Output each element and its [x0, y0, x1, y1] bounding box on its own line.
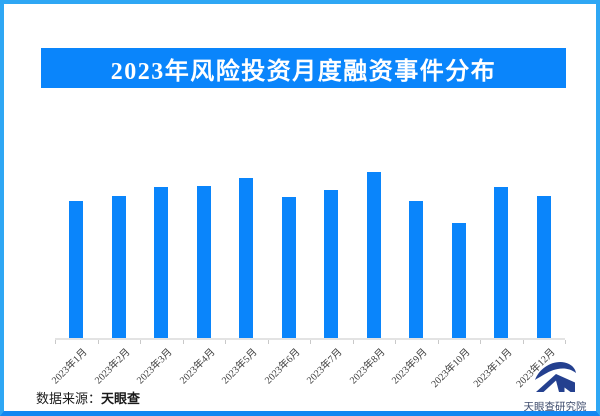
publisher-name: 天眼查研究院: [523, 402, 587, 413]
bar-2023年9月: [409, 200, 424, 338]
title-banner: 2023年风险投资月度融资事件分布: [41, 48, 566, 88]
x-axis-tick: [352, 339, 354, 344]
x-axis-tick: [140, 339, 141, 344]
x-axis-tick: [437, 339, 439, 344]
publisher-logo-block: 天眼查研究院: [516, 361, 594, 413]
chart-title: 2023年风险投资月度融资事件分布: [110, 58, 497, 85]
bar-chart: 2023年1月 2023年2月 2023年3月 2023年4月 2023年5月 2023年…: [4, 4, 596, 411]
data-source-label: 数据来源：: [36, 391, 102, 406]
bar-2023年6月: [281, 196, 296, 338]
x-axis-tick: [310, 339, 311, 344]
bar-2023年12月: [536, 195, 551, 338]
bar-2023年2月: [111, 195, 126, 338]
x-axis-tick: [225, 339, 226, 344]
data-source-name: 天眼查: [101, 391, 141, 406]
x-axis-tick: [522, 339, 524, 344]
bar-2023年4月: [196, 185, 211, 338]
x-axis-tick: [267, 339, 269, 344]
x-axis-tick: [55, 339, 56, 344]
tianyancha-logo-icon: [535, 361, 576, 392]
x-axis-tick: [395, 339, 396, 344]
data-source: 数据来源：天眼查: [36, 388, 140, 407]
bar-2023年8月: [366, 171, 381, 338]
x-axis-tick: [182, 339, 184, 344]
x-axis-line: [55, 337, 565, 340]
bar-2023年10月: [451, 222, 466, 338]
bar-2023年1月: [69, 200, 84, 338]
x-axis-tick: [97, 339, 99, 344]
bar-2023年3月: [154, 186, 169, 338]
bar-2023年7月: [324, 189, 339, 338]
x-axis-tick: [480, 339, 481, 344]
x-axis-tick: [565, 339, 566, 344]
bar-2023年11月: [494, 186, 509, 338]
bar-2023年5月: [239, 177, 254, 338]
